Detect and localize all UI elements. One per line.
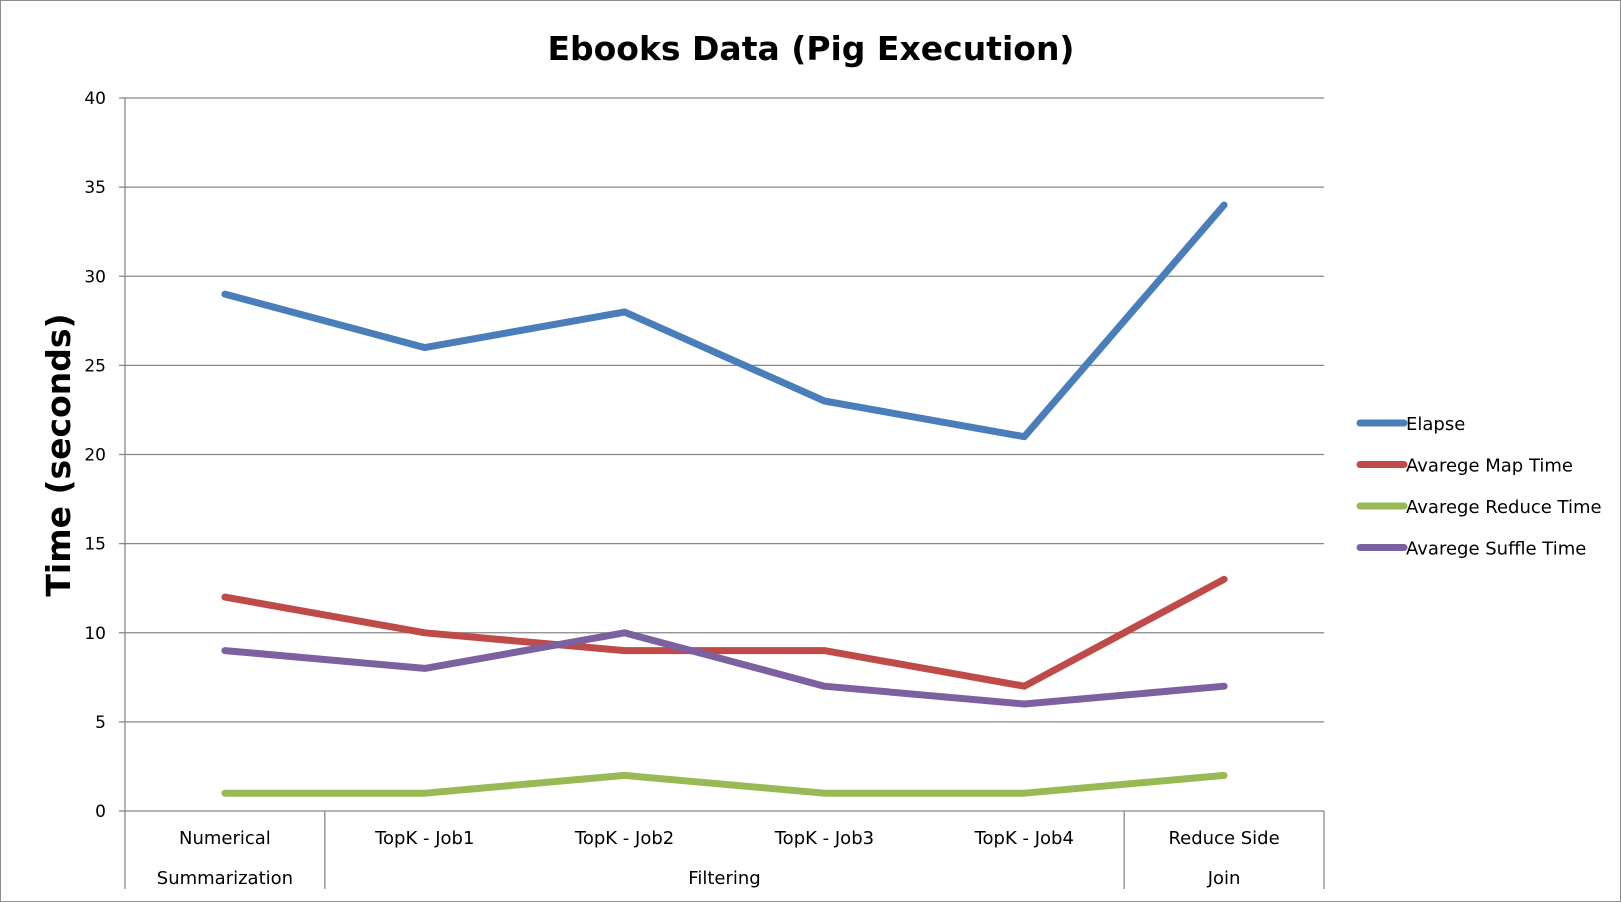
x-tick-label: TopK - Job2: [574, 828, 674, 849]
x-tick-label: Numerical: [179, 828, 271, 849]
series-line-2: [221, 771, 1228, 797]
x-tick-label: TopK - Job4: [974, 828, 1074, 849]
legend-label: Elapse: [1406, 414, 1465, 435]
y-tick-label: 40: [84, 89, 106, 109]
x-tick-label: Reduce Side: [1168, 828, 1279, 849]
y-tick-label: 5: [95, 713, 106, 733]
series-line-1: [221, 575, 1228, 690]
x-group-label: Filtering: [688, 868, 760, 889]
x-group-label: Join: [1207, 868, 1241, 889]
gridlines: [125, 97, 1324, 723]
series-line-0: [221, 201, 1228, 441]
legend-label: Avarege Reduce Time: [1406, 497, 1602, 518]
y-tick-label: 15: [84, 535, 106, 555]
series-lines: [221, 201, 1228, 797]
x-tick-label: TopK - Job1: [374, 828, 474, 849]
y-tick-label: 0: [95, 802, 106, 822]
legend: Elapse Avarege Map Time Avarege Reduce Tim…: [1356, 414, 1602, 560]
legend-label: Avarege Suffle Time: [1406, 539, 1586, 560]
y-tick-label: 30: [84, 267, 106, 287]
series-line-3: [221, 629, 1228, 708]
x-tick-label: TopK - Job3: [774, 828, 874, 849]
y-tick-label: 10: [84, 624, 106, 644]
legend-label: Avarege Map Time: [1406, 456, 1573, 477]
y-axis-label: Time (seconds): [39, 313, 78, 596]
y-tick-label: 20: [84, 446, 106, 466]
y-tick-label: 35: [84, 178, 106, 198]
axes: 0 5 10 15 20 25 30 35 40 Numerical TopK - Job1 TopK…: [84, 89, 1325, 889]
chart-title: Ebooks Data (Pig Execution): [547, 29, 1074, 68]
y-tick-label: 25: [84, 356, 106, 376]
x-group-label: Summarization: [157, 868, 293, 889]
